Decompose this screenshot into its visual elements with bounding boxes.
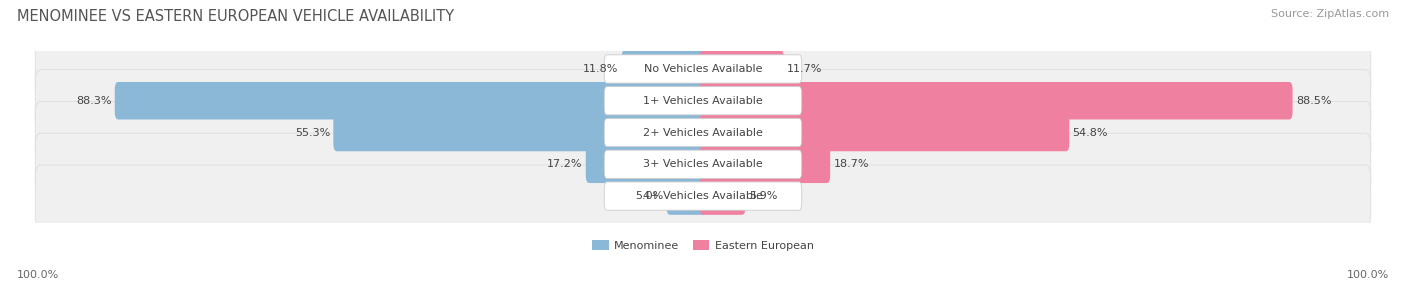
- Text: 4+ Vehicles Available: 4+ Vehicles Available: [643, 191, 763, 201]
- Text: 17.2%: 17.2%: [547, 159, 582, 169]
- Text: 55.3%: 55.3%: [295, 128, 330, 138]
- FancyBboxPatch shape: [115, 82, 706, 120]
- FancyBboxPatch shape: [586, 146, 706, 183]
- Text: 11.8%: 11.8%: [583, 64, 619, 74]
- Text: Source: ZipAtlas.com: Source: ZipAtlas.com: [1271, 9, 1389, 19]
- FancyBboxPatch shape: [605, 182, 801, 210]
- Text: 100.0%: 100.0%: [17, 270, 59, 280]
- Text: 5.0%: 5.0%: [636, 191, 664, 201]
- FancyBboxPatch shape: [605, 118, 801, 147]
- FancyBboxPatch shape: [35, 70, 1371, 132]
- Text: 1+ Vehicles Available: 1+ Vehicles Available: [643, 96, 763, 106]
- FancyBboxPatch shape: [35, 38, 1371, 100]
- FancyBboxPatch shape: [605, 150, 801, 178]
- Text: 18.7%: 18.7%: [834, 159, 869, 169]
- Text: 88.3%: 88.3%: [76, 96, 111, 106]
- Text: 5.9%: 5.9%: [749, 191, 778, 201]
- Legend: Menominee, Eastern European: Menominee, Eastern European: [588, 236, 818, 255]
- Text: 54.8%: 54.8%: [1073, 128, 1108, 138]
- Text: 3+ Vehicles Available: 3+ Vehicles Available: [643, 159, 763, 169]
- FancyBboxPatch shape: [35, 133, 1371, 195]
- Text: 2+ Vehicles Available: 2+ Vehicles Available: [643, 128, 763, 138]
- FancyBboxPatch shape: [621, 50, 706, 88]
- FancyBboxPatch shape: [35, 102, 1371, 164]
- FancyBboxPatch shape: [666, 177, 706, 215]
- FancyBboxPatch shape: [700, 114, 1070, 151]
- FancyBboxPatch shape: [700, 50, 783, 88]
- FancyBboxPatch shape: [333, 114, 706, 151]
- FancyBboxPatch shape: [700, 146, 830, 183]
- FancyBboxPatch shape: [700, 177, 745, 215]
- FancyBboxPatch shape: [605, 55, 801, 83]
- Text: 11.7%: 11.7%: [787, 64, 823, 74]
- Text: No Vehicles Available: No Vehicles Available: [644, 64, 762, 74]
- Text: 88.5%: 88.5%: [1296, 96, 1331, 106]
- FancyBboxPatch shape: [700, 82, 1292, 120]
- Text: MENOMINEE VS EASTERN EUROPEAN VEHICLE AVAILABILITY: MENOMINEE VS EASTERN EUROPEAN VEHICLE AV…: [17, 9, 454, 23]
- Text: 100.0%: 100.0%: [1347, 270, 1389, 280]
- FancyBboxPatch shape: [605, 87, 801, 115]
- FancyBboxPatch shape: [35, 165, 1371, 227]
